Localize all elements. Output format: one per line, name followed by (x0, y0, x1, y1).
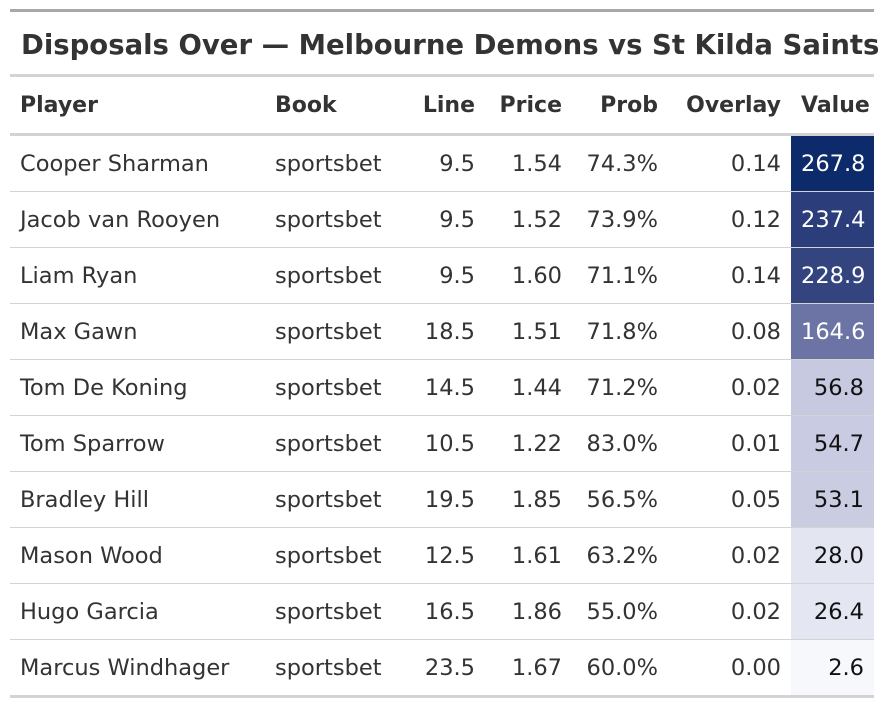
cell-line: 19.5 (390, 471, 485, 528)
table-row: Max Gawn sportsbet 18.5 1.51 71.8% 0.08 … (10, 303, 874, 360)
table-row: Bradley Hill sportsbet 19.5 1.85 56.5% 0… (10, 471, 874, 528)
cell-line: 9.5 (390, 134, 485, 192)
cell-player: Marcus Windhager (10, 639, 265, 698)
cell-prob: 55.0% (572, 583, 668, 640)
cell-value: 267.8 (791, 134, 874, 192)
cell-value: 53.1 (791, 471, 874, 528)
column-header-value: Value (791, 77, 874, 136)
cell-overlay: 0.14 (668, 134, 791, 192)
cell-line: 16.5 (390, 583, 485, 640)
cell-price: 1.67 (485, 639, 572, 698)
cell-overlay: 0.00 (668, 639, 791, 698)
column-header-book: Book (265, 77, 390, 136)
table-row: Hugo Garcia sportsbet 16.5 1.86 55.0% 0.… (10, 583, 874, 640)
cell-book: sportsbet (265, 471, 390, 528)
cell-price: 1.51 (485, 303, 572, 360)
cell-value: 237.4 (791, 191, 874, 248)
cell-prob: 71.2% (572, 359, 668, 416)
cell-value: 28.0 (791, 527, 874, 584)
cell-book: sportsbet (265, 191, 390, 248)
cell-player: Max Gawn (10, 303, 265, 360)
cell-price: 1.61 (485, 527, 572, 584)
cell-price: 1.44 (485, 359, 572, 416)
cell-prob: 63.2% (572, 527, 668, 584)
table-row: Tom Sparrow sportsbet 10.5 1.22 83.0% 0.… (10, 415, 874, 472)
cell-overlay: 0.14 (668, 247, 791, 304)
cell-price: 1.22 (485, 415, 572, 472)
cell-player: Tom Sparrow (10, 415, 265, 472)
table-row: Cooper Sharman sportsbet 9.5 1.54 74.3% … (10, 134, 874, 192)
cell-player: Bradley Hill (10, 471, 265, 528)
top-rule (10, 9, 874, 12)
cell-line: 9.5 (390, 247, 485, 304)
cell-overlay: 0.01 (668, 415, 791, 472)
cell-player: Jacob van Rooyen (10, 191, 265, 248)
column-header-prob: Prob (572, 77, 668, 136)
cell-book: sportsbet (265, 303, 390, 360)
cell-player: Liam Ryan (10, 247, 265, 304)
cell-player: Mason Wood (10, 527, 265, 584)
cell-line: 12.5 (390, 527, 485, 584)
cell-overlay: 0.02 (668, 583, 791, 640)
cell-prob: 83.0% (572, 415, 668, 472)
cell-line: 23.5 (390, 639, 485, 698)
cell-line: 14.5 (390, 359, 485, 416)
cell-value: 228.9 (791, 247, 874, 304)
cell-value: 164.6 (791, 303, 874, 360)
cell-overlay: 0.02 (668, 527, 791, 584)
cell-price: 1.86 (485, 583, 572, 640)
title-rule (10, 74, 874, 77)
cell-price: 1.52 (485, 191, 572, 248)
table-row: Tom De Koning sportsbet 14.5 1.44 71.2% … (10, 359, 874, 416)
cell-prob: 71.1% (572, 247, 668, 304)
column-header-overlay: Overlay (668, 77, 791, 136)
cell-value: 26.4 (791, 583, 874, 640)
cell-player: Cooper Sharman (10, 134, 265, 192)
cell-price: 1.85 (485, 471, 572, 528)
cell-line: 18.5 (390, 303, 485, 360)
column-header-price: Price (485, 77, 572, 136)
cell-player: Tom De Koning (10, 359, 265, 416)
cell-book: sportsbet (265, 583, 390, 640)
table-row: Liam Ryan sportsbet 9.5 1.60 71.1% 0.14 … (10, 247, 874, 304)
cell-price: 1.60 (485, 247, 572, 304)
cell-book: sportsbet (265, 527, 390, 584)
table-container: Disposals Over — Melbourne Demons vs St … (10, 9, 880, 698)
table-row: Mason Wood sportsbet 12.5 1.61 63.2% 0.0… (10, 527, 874, 584)
cell-price: 1.54 (485, 134, 572, 192)
cell-line: 9.5 (390, 191, 485, 248)
cell-player: Hugo Garcia (10, 583, 265, 640)
cell-prob: 74.3% (572, 134, 668, 192)
cell-overlay: 0.02 (668, 359, 791, 416)
cell-overlay: 0.08 (668, 303, 791, 360)
table-row: Marcus Windhager sportsbet 23.5 1.67 60.… (10, 639, 874, 698)
header-row: Player Book Line Price Prob Overlay Valu… (10, 77, 874, 136)
table-title: Disposals Over — Melbourne Demons vs St … (21, 29, 880, 61)
cell-line: 10.5 (390, 415, 485, 472)
props-table: Player Book Line Price Prob Overlay Valu… (10, 77, 874, 698)
cell-prob: 71.8% (572, 303, 668, 360)
cell-book: sportsbet (265, 247, 390, 304)
column-header-line: Line (390, 77, 485, 136)
cell-book: sportsbet (265, 134, 390, 192)
cell-prob: 73.9% (572, 191, 668, 248)
cell-prob: 56.5% (572, 471, 668, 528)
cell-value: 54.7 (791, 415, 874, 472)
cell-book: sportsbet (265, 639, 390, 698)
table-row: Jacob van Rooyen sportsbet 9.5 1.52 73.9… (10, 191, 874, 248)
cell-book: sportsbet (265, 415, 390, 472)
cell-value: 2.6 (791, 639, 874, 698)
cell-overlay: 0.12 (668, 191, 791, 248)
cell-book: sportsbet (265, 359, 390, 416)
cell-value: 56.8 (791, 359, 874, 416)
column-header-player: Player (10, 77, 265, 136)
cell-prob: 60.0% (572, 639, 668, 698)
cell-overlay: 0.05 (668, 471, 791, 528)
